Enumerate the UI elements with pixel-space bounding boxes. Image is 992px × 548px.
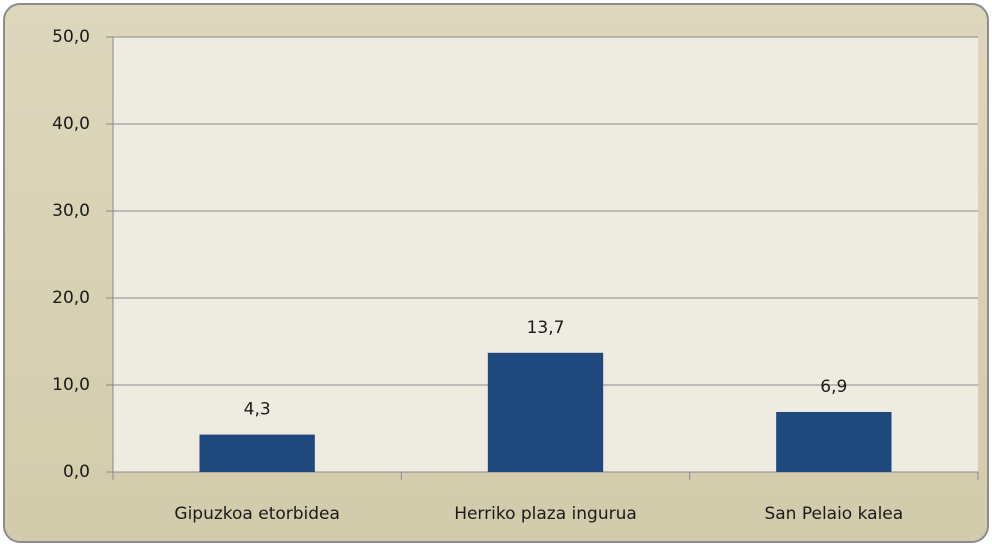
x-tick-label: San Pelaio kalea bbox=[764, 504, 903, 524]
y-tick-label: 0,0 bbox=[63, 462, 90, 482]
data-label: 4,3 bbox=[244, 400, 271, 420]
data-label: 13,7 bbox=[527, 318, 565, 338]
y-tick-label: 50,0 bbox=[52, 27, 90, 47]
data-label: 6,9 bbox=[820, 377, 847, 397]
x-tick-label: Gipuzkoa etorbidea bbox=[174, 504, 340, 524]
y-tick-label: 30,0 bbox=[52, 201, 90, 221]
bar bbox=[776, 411, 892, 472]
bar bbox=[199, 434, 315, 472]
bar bbox=[487, 352, 604, 472]
y-tick-label: 40,0 bbox=[52, 114, 90, 134]
y-tick-label: 20,0 bbox=[52, 288, 90, 308]
y-tick-label: 10,0 bbox=[52, 375, 90, 395]
x-tick-label: Herriko plaza ingurua bbox=[454, 504, 637, 524]
